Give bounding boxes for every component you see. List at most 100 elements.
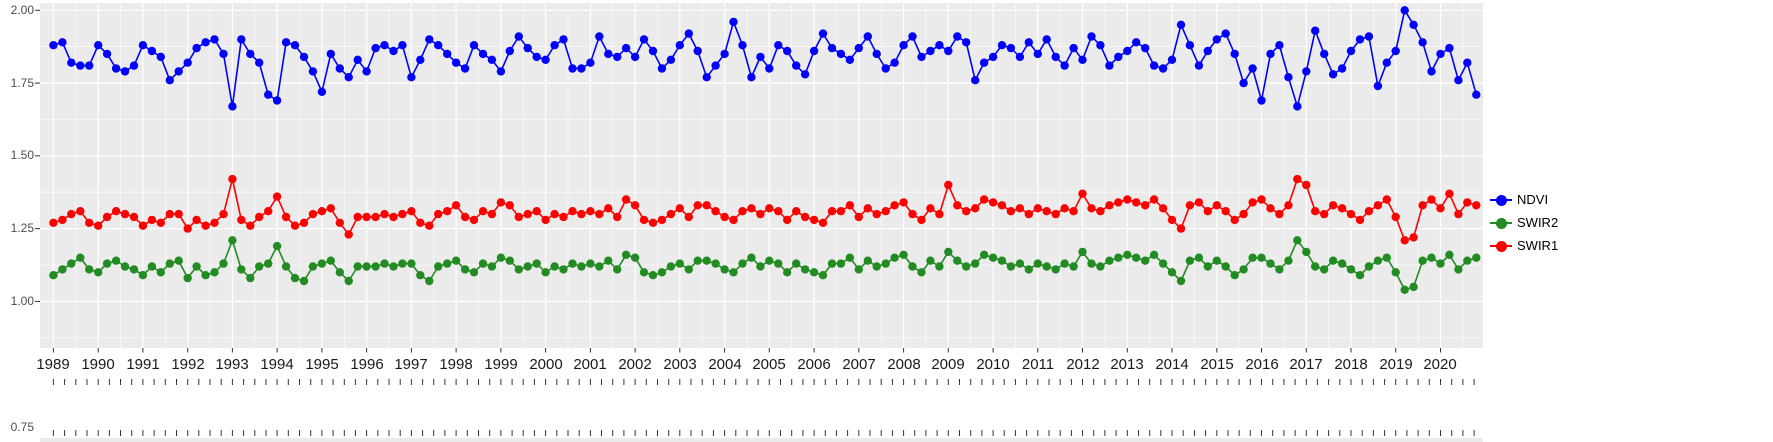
data-point bbox=[792, 207, 801, 216]
data-point bbox=[756, 262, 765, 271]
data-point bbox=[800, 70, 810, 79]
data-point bbox=[1257, 195, 1266, 204]
data-point bbox=[317, 259, 327, 268]
data-point bbox=[675, 204, 684, 213]
data-point bbox=[246, 221, 255, 230]
data-point bbox=[962, 38, 971, 47]
data-point bbox=[371, 43, 380, 53]
data-point bbox=[1418, 201, 1427, 210]
data-point bbox=[407, 73, 416, 82]
data-point bbox=[639, 268, 649, 277]
data-point bbox=[1141, 43, 1150, 53]
data-point bbox=[201, 271, 210, 280]
data-point bbox=[1293, 236, 1302, 245]
data-point bbox=[971, 204, 980, 213]
data-point bbox=[639, 215, 649, 225]
data-point bbox=[532, 52, 541, 62]
series-swir2-points bbox=[49, 236, 1481, 294]
data-point bbox=[228, 236, 237, 245]
data-point bbox=[586, 259, 595, 268]
data-point bbox=[1087, 32, 1096, 41]
data-point bbox=[1320, 265, 1329, 274]
data-point bbox=[863, 32, 872, 41]
x-tick-label-1998: 1998 bbox=[439, 356, 473, 373]
data-point bbox=[809, 268, 819, 277]
data-point bbox=[926, 46, 935, 56]
data-point bbox=[971, 76, 980, 85]
data-point bbox=[210, 218, 219, 227]
data-point bbox=[174, 209, 183, 219]
x-tick-label-2012: 2012 bbox=[1066, 356, 1100, 373]
data-point bbox=[443, 259, 452, 268]
data-point bbox=[657, 215, 667, 225]
data-point bbox=[559, 265, 568, 274]
data-point bbox=[344, 73, 353, 82]
data-point bbox=[487, 209, 497, 219]
data-point bbox=[380, 209, 389, 219]
data-point bbox=[935, 41, 944, 50]
data-point bbox=[979, 250, 989, 259]
data-point bbox=[702, 201, 711, 210]
data-point bbox=[1212, 256, 1222, 265]
x-tick-label-2005: 2005 bbox=[752, 356, 786, 373]
y-tick-label: 2.00 bbox=[10, 3, 34, 17]
data-point bbox=[765, 256, 774, 265]
x-tick-label-2003: 2003 bbox=[663, 356, 697, 373]
data-point bbox=[720, 212, 729, 222]
x-tick-label-2011: 2011 bbox=[1021, 356, 1055, 373]
data-point bbox=[800, 212, 810, 222]
data-point bbox=[568, 207, 577, 216]
data-point bbox=[371, 212, 380, 222]
y-tick-label: 1.50 bbox=[10, 148, 34, 162]
data-point bbox=[1373, 256, 1383, 265]
data-point bbox=[935, 209, 944, 219]
data-point bbox=[702, 73, 711, 82]
data-point bbox=[514, 212, 523, 222]
data-point bbox=[237, 215, 246, 225]
data-point bbox=[1302, 180, 1311, 190]
data-point bbox=[1015, 259, 1025, 268]
data-point bbox=[264, 207, 273, 216]
data-point bbox=[621, 43, 631, 53]
data-point bbox=[362, 262, 371, 271]
data-point bbox=[532, 259, 541, 268]
data-point bbox=[917, 52, 926, 62]
data-point bbox=[192, 262, 201, 271]
x-tick-label-1994: 1994 bbox=[260, 356, 294, 373]
data-point bbox=[85, 218, 94, 227]
data-point bbox=[675, 41, 684, 50]
data-point bbox=[613, 265, 622, 274]
data-point bbox=[783, 215, 792, 225]
data-point bbox=[550, 209, 559, 219]
data-point bbox=[1337, 259, 1347, 268]
data-point bbox=[1382, 195, 1392, 204]
data-point bbox=[1033, 49, 1043, 59]
data-point bbox=[1167, 268, 1177, 277]
data-point bbox=[335, 268, 344, 277]
data-point bbox=[747, 73, 756, 82]
data-point bbox=[568, 259, 577, 268]
series-ndvi-line bbox=[53, 8, 1478, 110]
data-point bbox=[281, 212, 291, 222]
data-point bbox=[1436, 259, 1445, 268]
data-point bbox=[1427, 195, 1436, 204]
data-point bbox=[783, 46, 792, 56]
data-point bbox=[496, 198, 506, 207]
data-point bbox=[648, 46, 658, 56]
legend-key-dot bbox=[1496, 194, 1507, 206]
data-point bbox=[1320, 49, 1329, 59]
data-point bbox=[183, 58, 192, 67]
data-point bbox=[523, 43, 532, 53]
data-point bbox=[326, 256, 335, 265]
data-point bbox=[962, 262, 971, 271]
data-point bbox=[666, 209, 676, 219]
data-point bbox=[854, 212, 863, 222]
data-point bbox=[863, 204, 872, 213]
data-point bbox=[1248, 64, 1257, 73]
data-point bbox=[872, 49, 881, 59]
x-tick-label-2001: 2001 bbox=[573, 356, 607, 373]
data-point bbox=[1051, 52, 1060, 62]
data-point bbox=[102, 212, 112, 222]
data-point bbox=[1078, 247, 1087, 257]
data-point bbox=[1248, 198, 1257, 207]
